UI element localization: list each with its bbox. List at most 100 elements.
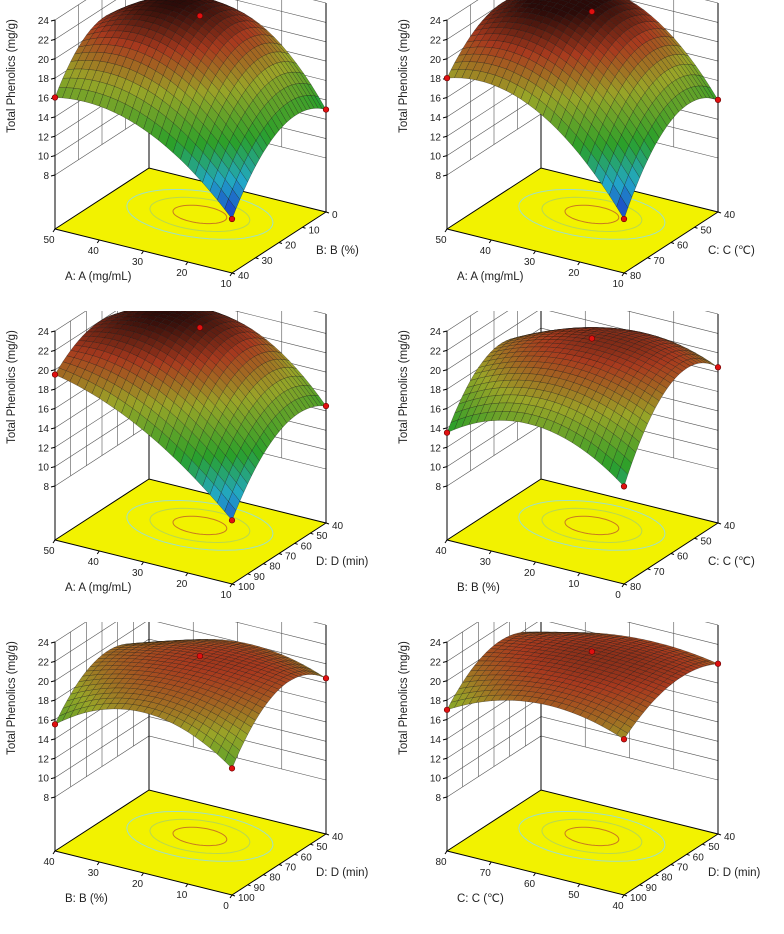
y-tick bbox=[325, 833, 330, 836]
y-tick-label: 100 bbox=[238, 582, 255, 593]
contour-line bbox=[149, 507, 251, 544]
x-tick-label: 50 bbox=[435, 235, 447, 246]
z-tick-label: 14 bbox=[430, 735, 442, 746]
z-tick-label: 10 bbox=[430, 152, 442, 163]
x-tick-label: 20 bbox=[132, 879, 144, 890]
x-tick-label: 20 bbox=[176, 268, 188, 279]
y-tick-label: 40 bbox=[724, 521, 736, 532]
design-point bbox=[322, 675, 330, 682]
x-tick-label: 30 bbox=[132, 568, 144, 579]
z-tick-label: 20 bbox=[430, 677, 442, 688]
plot-svg: 8101214161820222480706050401009080706050… bbox=[398, 622, 761, 912]
y-axis-label: D: D (min) bbox=[708, 867, 761, 879]
z-tick bbox=[442, 738, 448, 741]
y-tick-label: 60 bbox=[301, 541, 313, 552]
z-axis-label: Total Phenolics (mg/g) bbox=[6, 330, 18, 444]
z-tick bbox=[50, 719, 56, 721]
y-tick bbox=[655, 874, 659, 877]
contour-line bbox=[172, 826, 228, 847]
z-tick-label: 24 bbox=[38, 16, 50, 27]
z-tick-label: 18 bbox=[430, 385, 442, 396]
y-tick bbox=[686, 853, 690, 856]
design-point bbox=[714, 364, 722, 371]
z-tick bbox=[50, 19, 56, 22]
x-tick-label: 0 bbox=[223, 901, 229, 912]
z-tick-label: 16 bbox=[430, 405, 442, 416]
z-tick bbox=[442, 38, 448, 41]
z-tick bbox=[442, 466, 448, 469]
contour-line bbox=[564, 515, 620, 536]
design-point bbox=[51, 721, 59, 728]
y-tick-label: 50 bbox=[701, 536, 713, 547]
x-tick bbox=[533, 872, 536, 877]
z-tick bbox=[50, 641, 56, 644]
y-tick bbox=[247, 573, 251, 576]
y-tick bbox=[278, 553, 283, 555]
y-tick-label: 40 bbox=[238, 271, 250, 282]
y-tick bbox=[294, 853, 298, 856]
z-tick bbox=[442, 155, 448, 158]
y-tick bbox=[670, 553, 675, 555]
x-tick bbox=[488, 239, 492, 244]
z-tick-label: 18 bbox=[38, 696, 50, 707]
z-tick bbox=[50, 466, 56, 469]
z-tick-label: 22 bbox=[430, 35, 442, 46]
design-point bbox=[443, 429, 451, 436]
floor-plane bbox=[445, 167, 720, 274]
x-tick bbox=[185, 883, 189, 888]
z-tick-label: 22 bbox=[38, 346, 50, 357]
surface-plot-6: 8 10 12 14 16 18 20 22 24 80 70 60 50 40 100 90 80 70 60 50… bbox=[392, 622, 784, 933]
x-tick-label: 30 bbox=[480, 557, 492, 568]
z-tick-label: 22 bbox=[430, 657, 442, 668]
y-tick-label: 70 bbox=[677, 863, 689, 874]
z-tick bbox=[442, 680, 448, 683]
z-tick-label: 12 bbox=[38, 132, 50, 143]
z-tick bbox=[442, 777, 448, 780]
x-axis-label: A: A (mg/mL) bbox=[65, 582, 132, 594]
z-tick-label: 8 bbox=[435, 793, 441, 804]
z-tick-label: 24 bbox=[430, 16, 442, 27]
z-tick bbox=[442, 757, 448, 760]
z-tick-label: 14 bbox=[430, 113, 442, 124]
z-tick bbox=[442, 660, 448, 663]
y-tick-label: 70 bbox=[285, 863, 297, 874]
design-point bbox=[228, 517, 236, 524]
z-tick-label: 8 bbox=[435, 482, 441, 493]
y-tick bbox=[310, 843, 314, 846]
y-tick bbox=[231, 583, 236, 586]
z-tick-label: 22 bbox=[38, 35, 50, 46]
z-tick-label: 18 bbox=[430, 74, 442, 85]
floor-plane bbox=[445, 789, 720, 896]
x-tick bbox=[185, 261, 189, 266]
design-point bbox=[322, 402, 330, 410]
y-tick bbox=[717, 522, 722, 525]
z-tick-label: 20 bbox=[430, 366, 442, 377]
y-tick bbox=[647, 568, 651, 571]
z-tick-label: 18 bbox=[38, 74, 50, 85]
contour-line bbox=[518, 189, 666, 240]
y-tick-label: 100 bbox=[630, 893, 647, 904]
z-tick-label: 22 bbox=[430, 346, 442, 357]
z-tick bbox=[50, 174, 56, 177]
x-tick bbox=[141, 872, 144, 877]
z-tick bbox=[50, 796, 56, 799]
design-point bbox=[714, 660, 722, 667]
wall-gridline bbox=[54, 0, 327, 40]
x-tick bbox=[577, 261, 581, 266]
z-tick-label: 10 bbox=[38, 774, 50, 785]
design-point bbox=[588, 648, 595, 655]
x-tick-label: 10 bbox=[220, 279, 232, 290]
y-axis-label: D: D (min) bbox=[316, 867, 369, 879]
z-tick bbox=[50, 58, 56, 61]
z-tick-label: 8 bbox=[43, 793, 49, 804]
z-tick-label: 18 bbox=[38, 385, 50, 396]
design-point bbox=[322, 106, 330, 113]
z-tick bbox=[50, 77, 56, 80]
design-point bbox=[620, 215, 628, 223]
y-tick-label: 90 bbox=[646, 883, 658, 894]
x-tick bbox=[533, 250, 536, 255]
y-tick bbox=[294, 542, 298, 545]
surface-cell bbox=[224, 752, 237, 769]
floor-plane bbox=[53, 789, 328, 896]
z-tick bbox=[50, 155, 56, 158]
